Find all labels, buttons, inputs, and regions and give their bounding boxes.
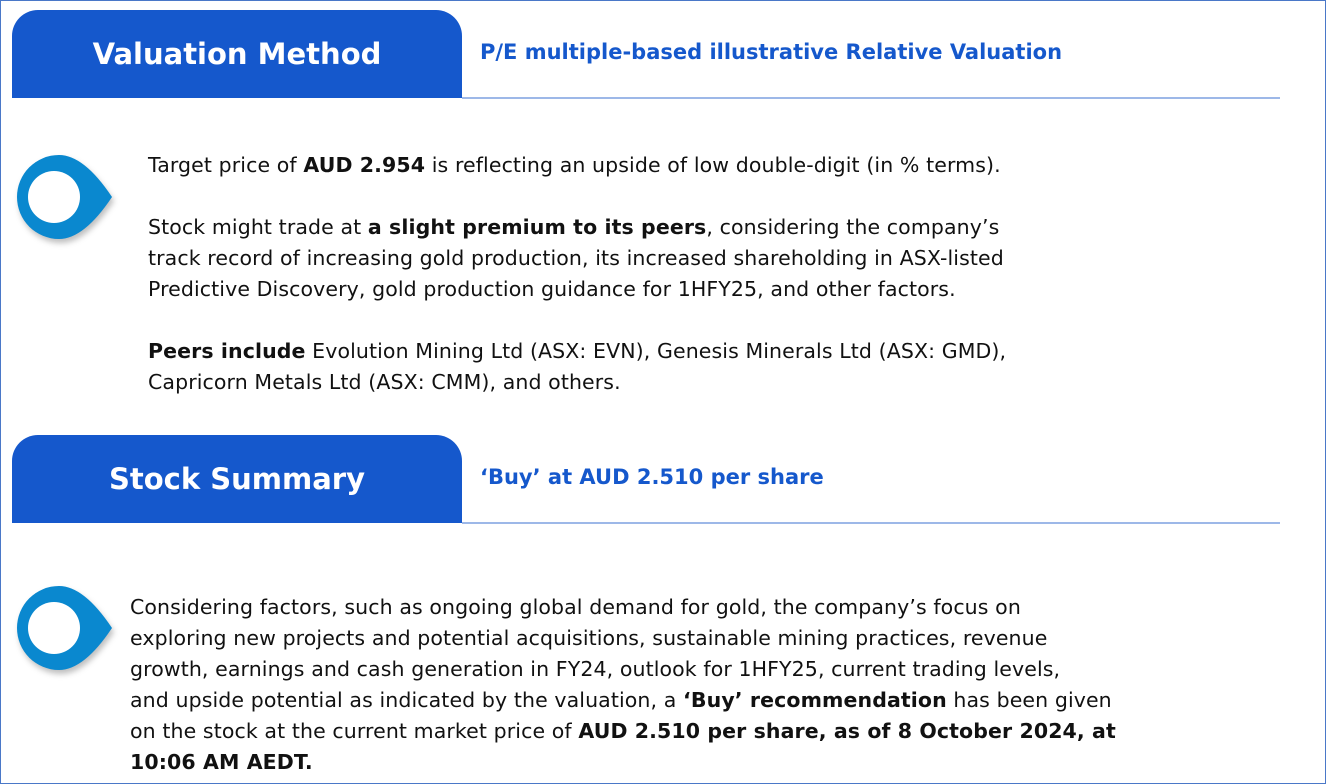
location-pin-icon [17, 155, 112, 239]
paragraph: Stock might trade at a slight premium to… [148, 212, 1006, 305]
text: Evolution Mining Ltd (ASX: EVN), Genesis… [305, 339, 1007, 363]
stock-summary-header: Stock Summary [12, 435, 462, 523]
bold-text: ‘Buy’ recommendation [683, 688, 947, 712]
bold-text: Peers include [148, 339, 306, 363]
text: track record of increasing gold producti… [148, 246, 1004, 270]
text: Considering factors, such as ongoing glo… [130, 595, 1021, 619]
valuation-body: Target price of AUD 2.954 is reflecting … [148, 150, 1006, 398]
text: is reflecting an upside of low double-di… [425, 153, 1001, 177]
bold-text: AUD 2.510 per share, as of 8 October 202… [578, 719, 1116, 743]
text: , considering the company’s [706, 215, 1000, 239]
text: growth, earnings and cash generation in … [130, 657, 1061, 681]
divider [462, 522, 1280, 524]
text: and upside potential as indicated by the… [130, 688, 684, 712]
summary-body: Considering factors, such as ongoing glo… [130, 592, 1116, 778]
paragraph: Target price of AUD 2.954 is reflecting … [148, 150, 1006, 181]
bold-text: 10:06 AM AEDT. [130, 750, 313, 774]
text: Target price of [148, 153, 304, 177]
location-pin-icon [17, 586, 112, 670]
text: on the stock at the current market price… [130, 719, 579, 743]
bold-text: AUD 2.954 [303, 153, 426, 177]
paragraph: Considering factors, such as ongoing glo… [130, 592, 1116, 778]
text: Predictive Discovery, gold production gu… [148, 277, 956, 301]
text: has been given [946, 688, 1112, 712]
bold-text: a slight premium to its peers [367, 215, 707, 239]
paragraph: Peers include Evolution Mining Ltd (ASX:… [148, 336, 1006, 398]
divider [462, 97, 1280, 99]
summary-subtitle: ‘Buy’ at AUD 2.510 per share [480, 465, 824, 489]
valuation-method-header: Valuation Method [12, 10, 462, 98]
valuation-subtitle: P/E multiple-based illustrative Relative… [480, 40, 1063, 64]
text: Capricorn Metals Ltd (ASX: CMM), and oth… [148, 370, 621, 394]
text: exploring new projects and potential acq… [130, 626, 1048, 650]
text: Stock might trade at [148, 215, 368, 239]
